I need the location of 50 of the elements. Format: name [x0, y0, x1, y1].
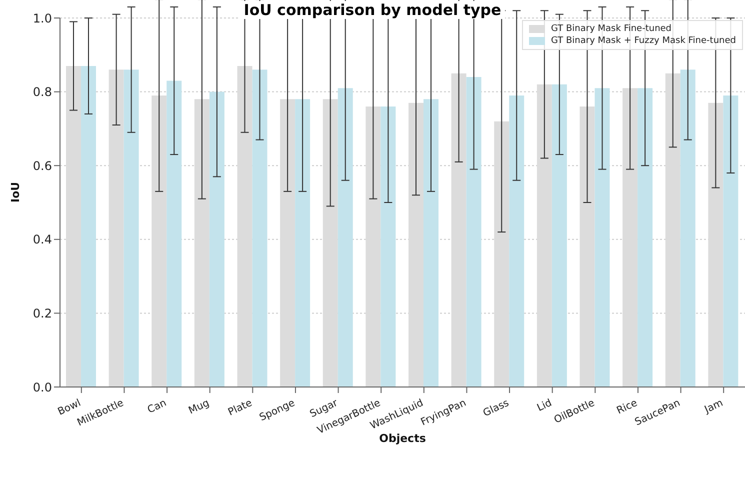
bar [194, 99, 210, 387]
bar [552, 84, 567, 387]
bar [408, 102, 424, 387]
bar [622, 88, 638, 387]
bar [665, 73, 680, 387]
y-tick-label: 0.2 [32, 306, 52, 320]
bar [680, 70, 696, 387]
bar [708, 102, 724, 387]
chart-title: IoU comparison by model type [240, 1, 506, 19]
bar [338, 88, 353, 387]
bar [366, 106, 381, 387]
y-tick-label: 1.0 [32, 11, 52, 26]
bar [108, 70, 124, 387]
y-tick-label: 0.0 [32, 380, 52, 394]
bar [209, 92, 224, 387]
x-tick-label: Lid [536, 398, 554, 414]
x-tick-label: Plate [226, 398, 254, 418]
bar [166, 80, 182, 387]
legend-label: GT Binary Mask + Fuzzy Mask Fine-tuned [550, 35, 736, 47]
y-tick-label: 0.8 [32, 85, 52, 100]
x-axis-title: Objects [379, 432, 426, 445]
bar [295, 99, 310, 387]
bar [322, 99, 338, 387]
bar [451, 73, 466, 387]
bar [280, 99, 296, 387]
bar [580, 106, 595, 387]
bar [237, 66, 252, 387]
bar [638, 88, 653, 387]
x-tick-label: Jam [702, 398, 725, 416]
bar [423, 99, 438, 387]
x-tick-label: Can [146, 398, 168, 416]
bar [494, 121, 510, 387]
bar [509, 95, 524, 387]
x-tick-label: Glass [482, 398, 511, 420]
y-axis-title: IoU [8, 182, 22, 202]
bar [594, 88, 610, 387]
x-tick-label: Mug [187, 398, 212, 417]
bar [66, 66, 81, 387]
bar [536, 84, 552, 387]
x-tick-label: Rice [615, 398, 640, 417]
bar [152, 95, 167, 387]
bar [252, 70, 268, 387]
legend-label: GT Binary Mask Fine-tuned [550, 23, 672, 35]
bar [124, 70, 139, 387]
bar [80, 66, 96, 387]
bar [723, 95, 738, 387]
bar [380, 106, 396, 387]
bar [466, 77, 482, 387]
y-tick-label: 0.4 [32, 232, 52, 247]
y-tick-label: 0.6 [32, 158, 52, 173]
